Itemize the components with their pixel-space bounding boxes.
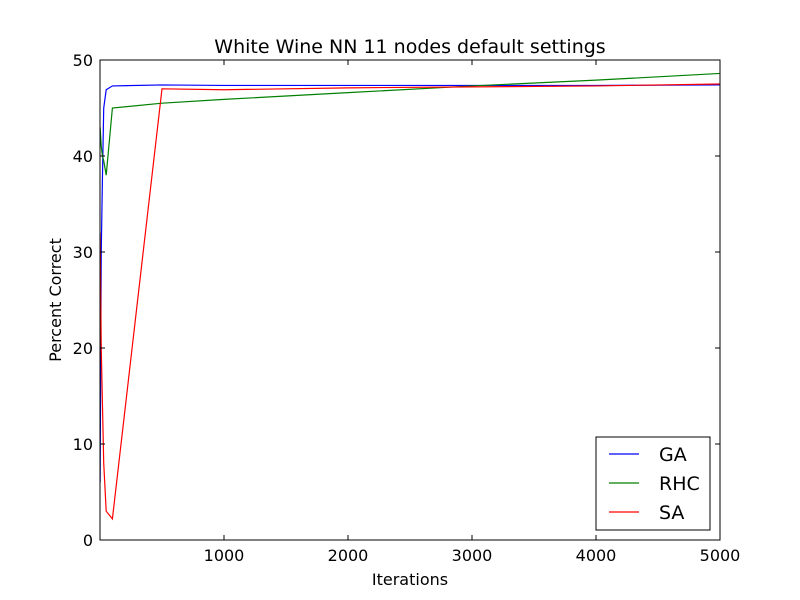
x-tick-label: 5000	[700, 546, 741, 565]
y-tick-label: 50	[73, 51, 93, 70]
x-tick-label: 4000	[576, 546, 617, 565]
y-tick-label: 20	[73, 339, 93, 358]
chart-title: White Wine NN 11 nodes default settings	[214, 36, 605, 58]
series-line-sa	[99, 83, 721, 521]
y-tick-label: 30	[73, 243, 93, 262]
x-tick-label: 3000	[452, 546, 493, 565]
y-tick-label: 40	[73, 147, 93, 166]
legend: GA RHC SA	[595, 436, 711, 531]
plot-frame	[99, 59, 721, 541]
series-line-rhc	[99, 72, 721, 176]
legend-label-ga: GA	[659, 444, 687, 466]
x-tick-label: 1000	[204, 546, 245, 565]
y-axis-label: Percent Correct	[46, 238, 65, 362]
series-layer	[99, 72, 721, 521]
legend-label-rhc: RHC	[659, 473, 700, 495]
y-tick-label: 0	[83, 531, 93, 550]
ticks-layer: 1000 2000 3000 4000 5000 0 10 20 30 40 50	[73, 51, 741, 565]
x-tick-label: 2000	[328, 546, 369, 565]
x-axis-label: Iterations	[372, 570, 448, 589]
legend-label-sa: SA	[659, 502, 684, 524]
y-tick-label: 10	[73, 435, 93, 454]
